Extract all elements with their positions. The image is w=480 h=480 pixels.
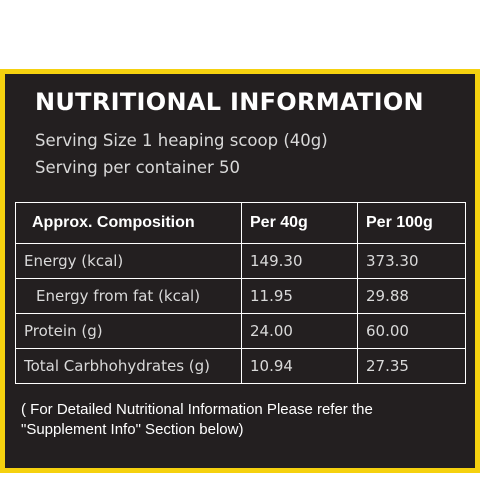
row-per-100g: 27.35 bbox=[357, 348, 466, 384]
row-per-100g: 29.88 bbox=[357, 278, 466, 314]
table-row: Total Carbhohydrates (g) 10.94 27.35 bbox=[15, 348, 466, 384]
panel-title: NUTRITIONAL INFORMATION bbox=[35, 88, 424, 116]
row-name: Energy (kcal) bbox=[15, 243, 242, 279]
nutrition-table: Approx. Composition Per 40g Per 100g Ene… bbox=[15, 202, 466, 384]
nutrition-panel: NUTRITIONAL INFORMATION Serving Size 1 h… bbox=[0, 69, 480, 473]
row-per-40g: 149.30 bbox=[241, 243, 358, 279]
table-row: Energy from fat (kcal) 11.95 29.88 bbox=[15, 278, 466, 314]
row-per-40g: 10.94 bbox=[241, 348, 358, 384]
row-per-100g: 60.00 bbox=[357, 313, 466, 349]
table-row: Energy (kcal) 149.30 373.30 bbox=[15, 243, 466, 279]
row-per-40g: 11.95 bbox=[241, 278, 358, 314]
row-per-40g: 24.00 bbox=[241, 313, 358, 349]
table-header-row: Approx. Composition Per 40g Per 100g bbox=[15, 202, 466, 244]
servings-per-container: Serving per container 50 bbox=[35, 158, 241, 177]
row-name: Energy from fat (kcal) bbox=[15, 278, 242, 314]
header-per-40g: Per 40g bbox=[241, 202, 358, 244]
serving-size: Serving Size 1 heaping scoop (40g) bbox=[35, 131, 328, 150]
row-per-100g: 373.30 bbox=[357, 243, 466, 279]
header-composition: Approx. Composition bbox=[15, 202, 242, 244]
table-row: Protein (g) 24.00 60.00 bbox=[15, 313, 466, 349]
supplement-info-note: ( For Detailed Nutritional Information P… bbox=[21, 401, 373, 438]
row-name: Protein (g) bbox=[15, 313, 242, 349]
header-per-100g: Per 100g bbox=[357, 202, 466, 244]
row-name: Total Carbhohydrates (g) bbox=[15, 348, 242, 384]
